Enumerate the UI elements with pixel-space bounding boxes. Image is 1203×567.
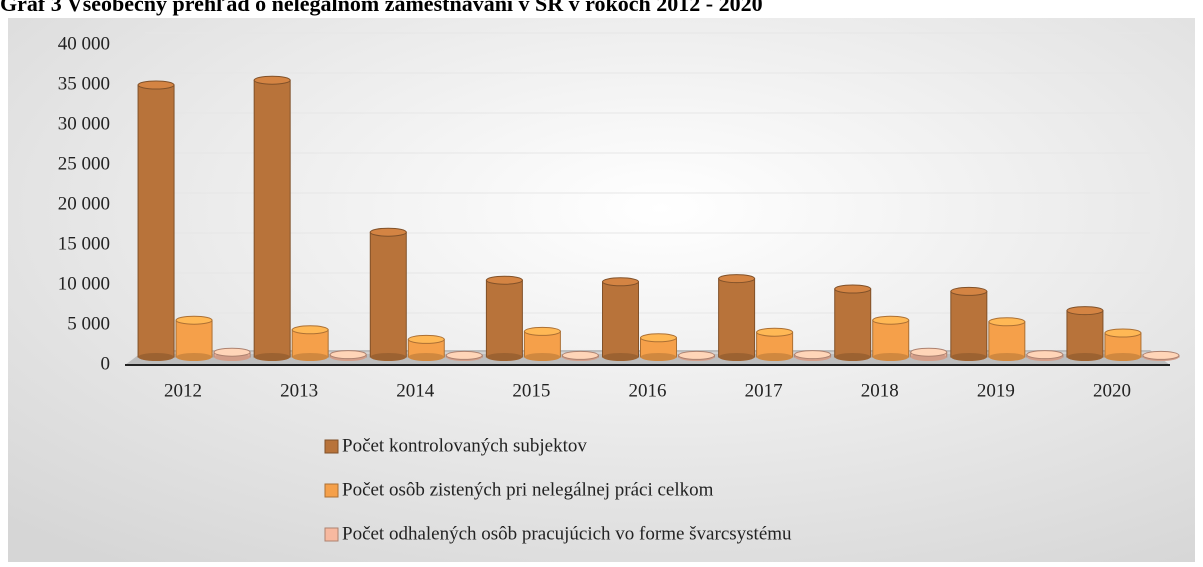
bar-base bbox=[370, 353, 407, 361]
bar-top bbox=[834, 284, 872, 294]
legend-label: Počet odhalených osôb pracujúcich vo for… bbox=[342, 523, 792, 544]
bar bbox=[253, 79, 291, 358]
bar-top bbox=[213, 347, 251, 357]
bar-top bbox=[1066, 306, 1104, 316]
bar-top bbox=[175, 315, 213, 325]
bar-base bbox=[138, 353, 175, 361]
bar-top bbox=[369, 227, 407, 237]
x-tick-label: 2012 bbox=[164, 380, 202, 401]
x-tick-label: 2016 bbox=[629, 380, 667, 401]
bar bbox=[1066, 310, 1104, 358]
bar-top bbox=[523, 326, 561, 336]
bar-base bbox=[524, 353, 561, 361]
bar-base bbox=[1104, 353, 1141, 361]
legend-swatch bbox=[324, 527, 339, 542]
bar bbox=[175, 319, 213, 358]
y-tick-label: 20 000 bbox=[58, 193, 110, 214]
x-tick-label: 2019 bbox=[977, 380, 1015, 401]
bar bbox=[872, 319, 910, 358]
legend-label: Počet osôb zistených pri nelegálnej prác… bbox=[342, 479, 714, 500]
bar-top bbox=[678, 350, 715, 360]
bar-top bbox=[445, 350, 483, 360]
bar-base bbox=[1066, 353, 1103, 361]
bar-top bbox=[988, 317, 1026, 327]
bar-top bbox=[756, 327, 794, 337]
chart-title: Graf 3 Všeobecný prehľad o nelegálnom za… bbox=[0, 0, 763, 16]
bar bbox=[602, 281, 639, 358]
bar-base bbox=[254, 353, 291, 361]
x-tick-label: 2020 bbox=[1093, 380, 1131, 401]
bar-base bbox=[408, 353, 445, 361]
y-tick-label: 5 000 bbox=[67, 313, 110, 334]
bar-top bbox=[602, 277, 639, 287]
y-tick-label: 0 bbox=[101, 353, 111, 374]
bar-top bbox=[1026, 350, 1064, 360]
bar-top bbox=[718, 274, 756, 284]
bar-base bbox=[756, 353, 793, 361]
bar bbox=[369, 231, 407, 358]
x-tick-label: 2015 bbox=[512, 380, 550, 401]
bar-top bbox=[253, 75, 291, 85]
bar-top bbox=[137, 80, 175, 90]
bar-base bbox=[988, 353, 1025, 361]
y-tick-label: 35 000 bbox=[58, 73, 110, 94]
bar-top bbox=[407, 334, 445, 344]
bar bbox=[137, 84, 175, 358]
bar-base bbox=[292, 353, 329, 361]
legend-swatch bbox=[324, 483, 339, 498]
bar-top bbox=[1104, 328, 1142, 338]
bar-base bbox=[640, 353, 677, 361]
bar-top bbox=[485, 275, 523, 285]
bar-base bbox=[602, 353, 639, 361]
bar-base bbox=[872, 353, 909, 361]
x-tick-label: 2013 bbox=[280, 380, 318, 401]
bar bbox=[834, 288, 872, 358]
bar-top bbox=[1142, 350, 1180, 360]
y-tick-label: 40 000 bbox=[58, 33, 110, 54]
bar-top bbox=[910, 347, 948, 357]
bar bbox=[718, 278, 756, 358]
bar-base bbox=[834, 353, 871, 361]
bar bbox=[988, 321, 1026, 358]
bar-base bbox=[718, 353, 755, 361]
x-tick-label: 2014 bbox=[396, 380, 435, 401]
bar-top bbox=[291, 325, 329, 335]
bar-base bbox=[950, 353, 987, 361]
x-tick-label: 2018 bbox=[861, 380, 899, 401]
y-tick-label: 15 000 bbox=[58, 233, 110, 254]
chart-background bbox=[8, 18, 1195, 562]
x-tick-label: 2017 bbox=[745, 380, 783, 401]
y-tick-label: 25 000 bbox=[58, 153, 110, 174]
y-tick-label: 30 000 bbox=[58, 113, 110, 134]
bar-top bbox=[561, 350, 599, 360]
bar-top bbox=[329, 350, 367, 360]
bar-top bbox=[950, 286, 988, 296]
legend-swatch bbox=[324, 439, 339, 454]
bar bbox=[485, 279, 523, 358]
bar-base bbox=[176, 353, 213, 361]
legend-label: Počet kontrolovaných subjektov bbox=[342, 435, 587, 456]
bar-top bbox=[872, 315, 910, 325]
bar bbox=[950, 290, 988, 358]
bar-base bbox=[486, 353, 523, 361]
bar-top bbox=[794, 350, 832, 360]
bar-top bbox=[640, 333, 677, 343]
y-tick-label: 10 000 bbox=[58, 273, 110, 294]
